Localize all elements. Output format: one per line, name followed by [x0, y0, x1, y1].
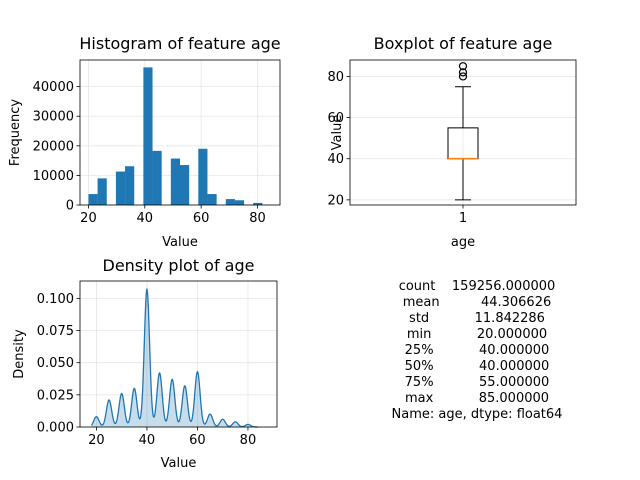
density-line — [90, 287, 259, 428]
kde-xtick-label-3: 80 — [240, 433, 257, 448]
density-xlabel: Value — [161, 456, 197, 471]
histogram-bar-12 — [253, 202, 263, 205]
density-title: Density plot of age — [103, 256, 255, 275]
boxplot-outlier-2 — [458, 62, 468, 71]
box-ytick-label-2: 60 — [327, 111, 344, 126]
boxplot-outlier-1 — [458, 68, 468, 77]
stat-footer: Name: age, dtype: float64 — [391, 407, 563, 422]
stat-row-50: 50% 40.000000 — [404, 359, 550, 374]
kde-frame — [79, 280, 278, 428]
hist-ytick-label-0: 0 — [66, 199, 74, 214]
kde-xtick-label-0: 20 — [88, 433, 105, 448]
histogram-xlabel: Value — [162, 235, 198, 250]
hist-ytick-label-2: 20000 — [33, 139, 74, 154]
histogram-bar-5 — [152, 150, 162, 205]
kde-ytick-label-0: 0.000 — [37, 421, 74, 436]
boxplot-title: Boxplot of feature age — [374, 34, 553, 53]
hist-xtick-label-3: 80 — [249, 211, 266, 226]
histogram-bar-7 — [180, 165, 190, 205]
kde-ytick-label-1: 0.025 — [37, 388, 74, 403]
kde-ytick-label-2: 0.050 — [37, 356, 74, 371]
histogram-ylabel: Frequency — [8, 99, 23, 166]
histogram-bar-3 — [125, 166, 135, 205]
hist-ytick-label-4: 40000 — [33, 80, 74, 95]
stat-row-std: std 11.842286 — [409, 311, 545, 326]
hist-xtick-label-0: 20 — [80, 211, 97, 226]
histogram-bar-1 — [97, 178, 107, 205]
stat-row-count: count 159256.000000 — [398, 279, 556, 294]
histogram-bar-4 — [143, 67, 153, 206]
kde-xtick-label-1: 40 — [139, 433, 156, 448]
describe-summary: count 159256.000000 mean 44.306626 std 1… — [372, 279, 582, 423]
box-xtick-label-0: 1 — [459, 211, 467, 226]
histogram-bar-2 — [115, 171, 126, 205]
kde-ytick-label-4: 0.100 — [37, 292, 74, 307]
density-ylabel: Density — [12, 329, 27, 379]
stat-row-75: 75% 55.000000 — [404, 375, 550, 390]
box-ytick-label-0: 20 — [327, 193, 344, 208]
hist-frame — [79, 59, 281, 206]
histogram-bar-0 — [88, 194, 98, 205]
histogram-bar-11 — [234, 200, 245, 205]
hist-ytick-label-1: 10000 — [33, 169, 74, 184]
stat-row-mean: mean 44.306626 — [402, 295, 552, 310]
boxplot-outlier-0 — [458, 72, 468, 81]
density-fill — [91, 289, 259, 427]
stat-row-25: 25% 40.000000 — [404, 343, 550, 358]
histogram-bar-9 — [207, 194, 217, 205]
hist-xtick-label-2: 60 — [193, 211, 210, 226]
boxplot-ylabel: Value — [330, 115, 345, 151]
histogram-bar-8 — [198, 148, 208, 205]
box-ytick-label-3: 80 — [327, 70, 344, 85]
histogram-bar-10 — [225, 199, 235, 205]
hist-xtick-label-1: 40 — [137, 211, 154, 226]
hist-ytick-label-3: 30000 — [33, 110, 74, 125]
boxplot-xlabel: age — [451, 235, 475, 250]
box-ytick-label-1: 40 — [327, 152, 344, 167]
stat-row-min: min 20.000000 — [406, 327, 548, 342]
histogram-bar-6 — [170, 158, 180, 205]
kde-xtick-label-2: 60 — [189, 433, 206, 448]
histogram-title: Histogram of feature age — [79, 34, 280, 53]
stat-row-max: max 85.000000 — [404, 391, 550, 406]
kde-ytick-label-3: 0.075 — [37, 324, 74, 339]
